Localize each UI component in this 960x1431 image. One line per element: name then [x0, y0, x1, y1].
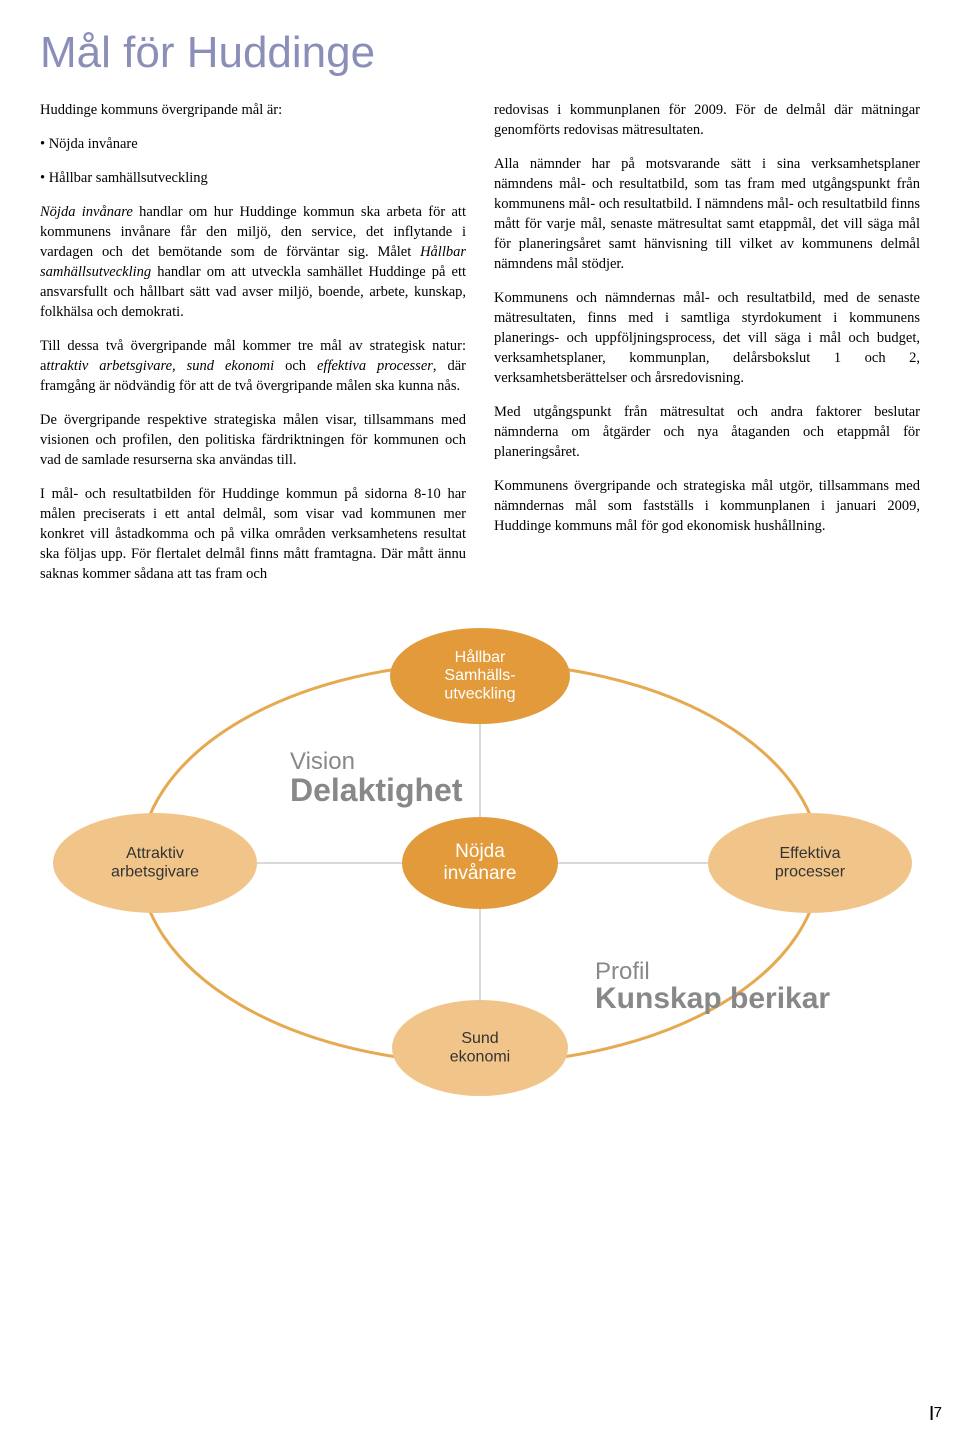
svg-text:Attraktiv: Attraktiv: [126, 845, 184, 862]
profil-overlay: Profil Kunskap berikar: [595, 958, 830, 1016]
vision-overlay: Vision Delaktighet: [290, 748, 462, 809]
page-title: Mål för Huddinge: [40, 28, 920, 78]
svg-text:utveckling: utveckling: [444, 686, 515, 703]
svg-text:Hållbar: Hållbar: [455, 648, 506, 666]
svg-text:ekonomi: ekonomi: [450, 1048, 510, 1065]
body-columns: Huddinge kommuns övergripande mål är: • …: [40, 100, 920, 598]
vision-main: Delaktighet: [290, 772, 462, 809]
italic-span: ttraktiv arbetsgivare, sund ekonomi: [46, 358, 274, 374]
bullet-1: • Nöjda invånare: [40, 134, 466, 154]
svg-text:Samhälls-: Samhälls-: [444, 667, 515, 684]
svg-text:invånare: invånare: [444, 863, 517, 884]
right-p5: Kommunens övergripande och strategiska m…: [494, 476, 920, 536]
svg-text:Nöjda: Nöjda: [455, 841, 505, 862]
right-p2: Alla nämnder har på motsvarande sätt i s…: [494, 154, 920, 274]
page-number-value: 7: [934, 1404, 942, 1421]
right-p1: redovisas i kommunplanen för 2009. För d…: [494, 100, 920, 140]
left-column: Huddinge kommuns övergripande mål är: • …: [40, 100, 466, 598]
page-number: |7: [929, 1404, 942, 1421]
text-span: och: [274, 358, 317, 374]
italic-span: effektiva processer: [317, 358, 433, 374]
svg-text:Sund: Sund: [461, 1030, 498, 1047]
italic-span: Nöjda invånare: [40, 204, 133, 220]
left-p3: De övergripande respektive strategiska m…: [40, 410, 466, 470]
left-p4: I mål- och resultatbilden för Huddinge k…: [40, 484, 466, 584]
svg-text:processer: processer: [775, 863, 846, 880]
intro-line: Huddinge kommuns övergripande mål är:: [40, 100, 466, 120]
goals-diagram: Attraktivarbetsgivare Effektivaprocesser S…: [40, 618, 920, 1108]
bullet-2: • Hållbar samhällsutveckling: [40, 168, 466, 188]
svg-text:arbetsgivare: arbetsgivare: [111, 863, 199, 880]
right-p3: Kommunens och nämndernas mål- och result…: [494, 288, 920, 388]
profil-main: Kunskap berikar: [595, 982, 830, 1016]
left-p2: Till dessa två övergripande mål kommer t…: [40, 336, 466, 396]
right-p4: Med utgångspunkt från mätresultat och an…: [494, 402, 920, 462]
left-p1: Nöjda invånare handlar om hur Huddinge k…: [40, 202, 466, 322]
svg-text:Effektiva: Effektiva: [779, 845, 840, 862]
diagram-svg: Attraktivarbetsgivare Effektivaprocesser S…: [40, 618, 920, 1108]
right-column: redovisas i kommunplanen för 2009. För d…: [494, 100, 920, 598]
